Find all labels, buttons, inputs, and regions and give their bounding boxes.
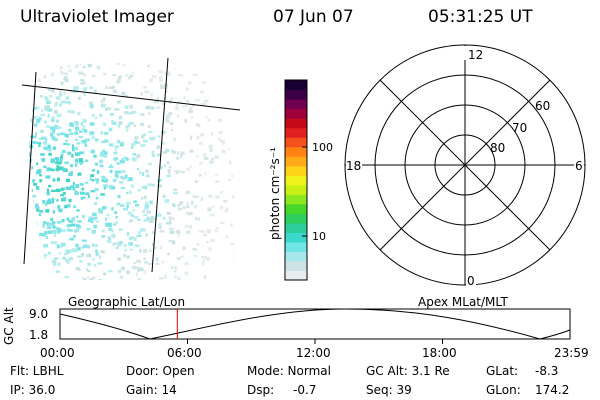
color-bar-frame bbox=[284, 79, 308, 281]
color-bar-swatch bbox=[285, 89, 307, 100]
orbit-altitude-plot bbox=[59, 308, 571, 344]
glon-label: GLon: bbox=[486, 383, 521, 397]
color-bar-swatch bbox=[285, 194, 307, 205]
y-axis-label: GC Alt bbox=[2, 307, 16, 345]
color-bar-swatch bbox=[285, 260, 307, 272]
color-bar-swatch bbox=[285, 270, 307, 281]
dial-diagonal-2 bbox=[379, 79, 551, 251]
date-label: 07 Jun 07 bbox=[273, 7, 354, 27]
emission-speckles bbox=[29, 63, 235, 281]
filter-info: Flt: LBHL bbox=[10, 364, 64, 378]
mlt-label-12: 12 bbox=[468, 48, 483, 62]
color-bar-swatch bbox=[285, 213, 307, 224]
mlt-polar-dial bbox=[344, 44, 586, 286]
lat-label-60: 60 bbox=[535, 99, 550, 113]
y-tick-label-9: 9.0 bbox=[29, 307, 49, 321]
time-label: 05:31:25 UT bbox=[428, 7, 533, 27]
gain-info: Gain: 14 bbox=[126, 383, 177, 397]
apex-mlat-mlt-label: Apex MLat/MLT bbox=[418, 295, 508, 309]
mlt-label-18: 18 bbox=[346, 159, 361, 173]
y-tick-label-1-8: 1.8 bbox=[29, 328, 49, 342]
mlt-label-0: 0 bbox=[467, 274, 475, 288]
x-tick-label-2359: 23:59 bbox=[554, 346, 589, 360]
geo-grid-line-top bbox=[21, 84, 241, 111]
seq-info: Seq: 39 bbox=[366, 383, 412, 397]
mlt-label-6: 6 bbox=[575, 159, 583, 173]
lat-label-70: 70 bbox=[512, 121, 527, 135]
dsp-label: Dsp: bbox=[247, 383, 275, 397]
auroral-image bbox=[21, 57, 241, 281]
color-bar-swatch bbox=[285, 127, 307, 138]
color-bar-swatch bbox=[285, 80, 307, 91]
dsp-value: -0.7 bbox=[293, 383, 317, 397]
x-tick-label-0600: 06:00 bbox=[167, 346, 202, 360]
color-bar-swatch bbox=[285, 137, 307, 148]
color-bar-swatch bbox=[285, 222, 307, 233]
color-bar-swatch bbox=[285, 165, 307, 176]
gc-alt-info: GC Alt: 3.1 Re bbox=[366, 364, 450, 378]
x-tick-label-1800: 18:00 bbox=[422, 346, 457, 360]
glat-value: -8.3 bbox=[535, 364, 559, 378]
color-bar-swatch bbox=[285, 175, 307, 186]
x-tick-label-1200: 12:00 bbox=[296, 346, 331, 360]
color-bar-swatch bbox=[285, 146, 307, 157]
orbit-altitude-curve bbox=[59, 308, 571, 340]
color-bar-unit-label: photon cm⁻²s⁻¹ bbox=[268, 147, 282, 240]
color-bar-swatch bbox=[285, 99, 307, 110]
color-bar-swatch bbox=[285, 232, 307, 243]
color-bar-swatch bbox=[285, 118, 307, 129]
geographic-latlon-label: Geographic Lat/Lon bbox=[68, 295, 186, 309]
x-tick-label-0000: 00:00 bbox=[40, 346, 75, 360]
color-bar-tick-label-10: 10 bbox=[312, 230, 326, 243]
color-bar-swatch bbox=[285, 156, 307, 167]
color-bar-swatch bbox=[285, 203, 307, 214]
mode-info: Mode: Normal bbox=[247, 364, 331, 378]
geo-grid-line-right bbox=[151, 57, 169, 273]
color-bar: 100 10 photon cm⁻²s⁻¹ bbox=[268, 79, 333, 281]
instrument-title: Ultraviolet Imager bbox=[20, 7, 174, 27]
door-info: Door: Open bbox=[126, 364, 195, 378]
color-bar-tick-label-100: 100 bbox=[312, 141, 333, 154]
color-bar-swatch bbox=[285, 251, 307, 262]
geo-grid-line-left bbox=[23, 71, 37, 265]
glat-label: GLat: bbox=[486, 364, 519, 378]
glon-value: 174.2 bbox=[535, 383, 570, 397]
color-bar-swatch bbox=[285, 184, 307, 195]
lat-label-80: 80 bbox=[490, 141, 505, 155]
ip-info: IP: 36.0 bbox=[10, 383, 56, 397]
color-bar-swatch bbox=[285, 241, 307, 253]
color-bar-swatch bbox=[285, 108, 307, 119]
